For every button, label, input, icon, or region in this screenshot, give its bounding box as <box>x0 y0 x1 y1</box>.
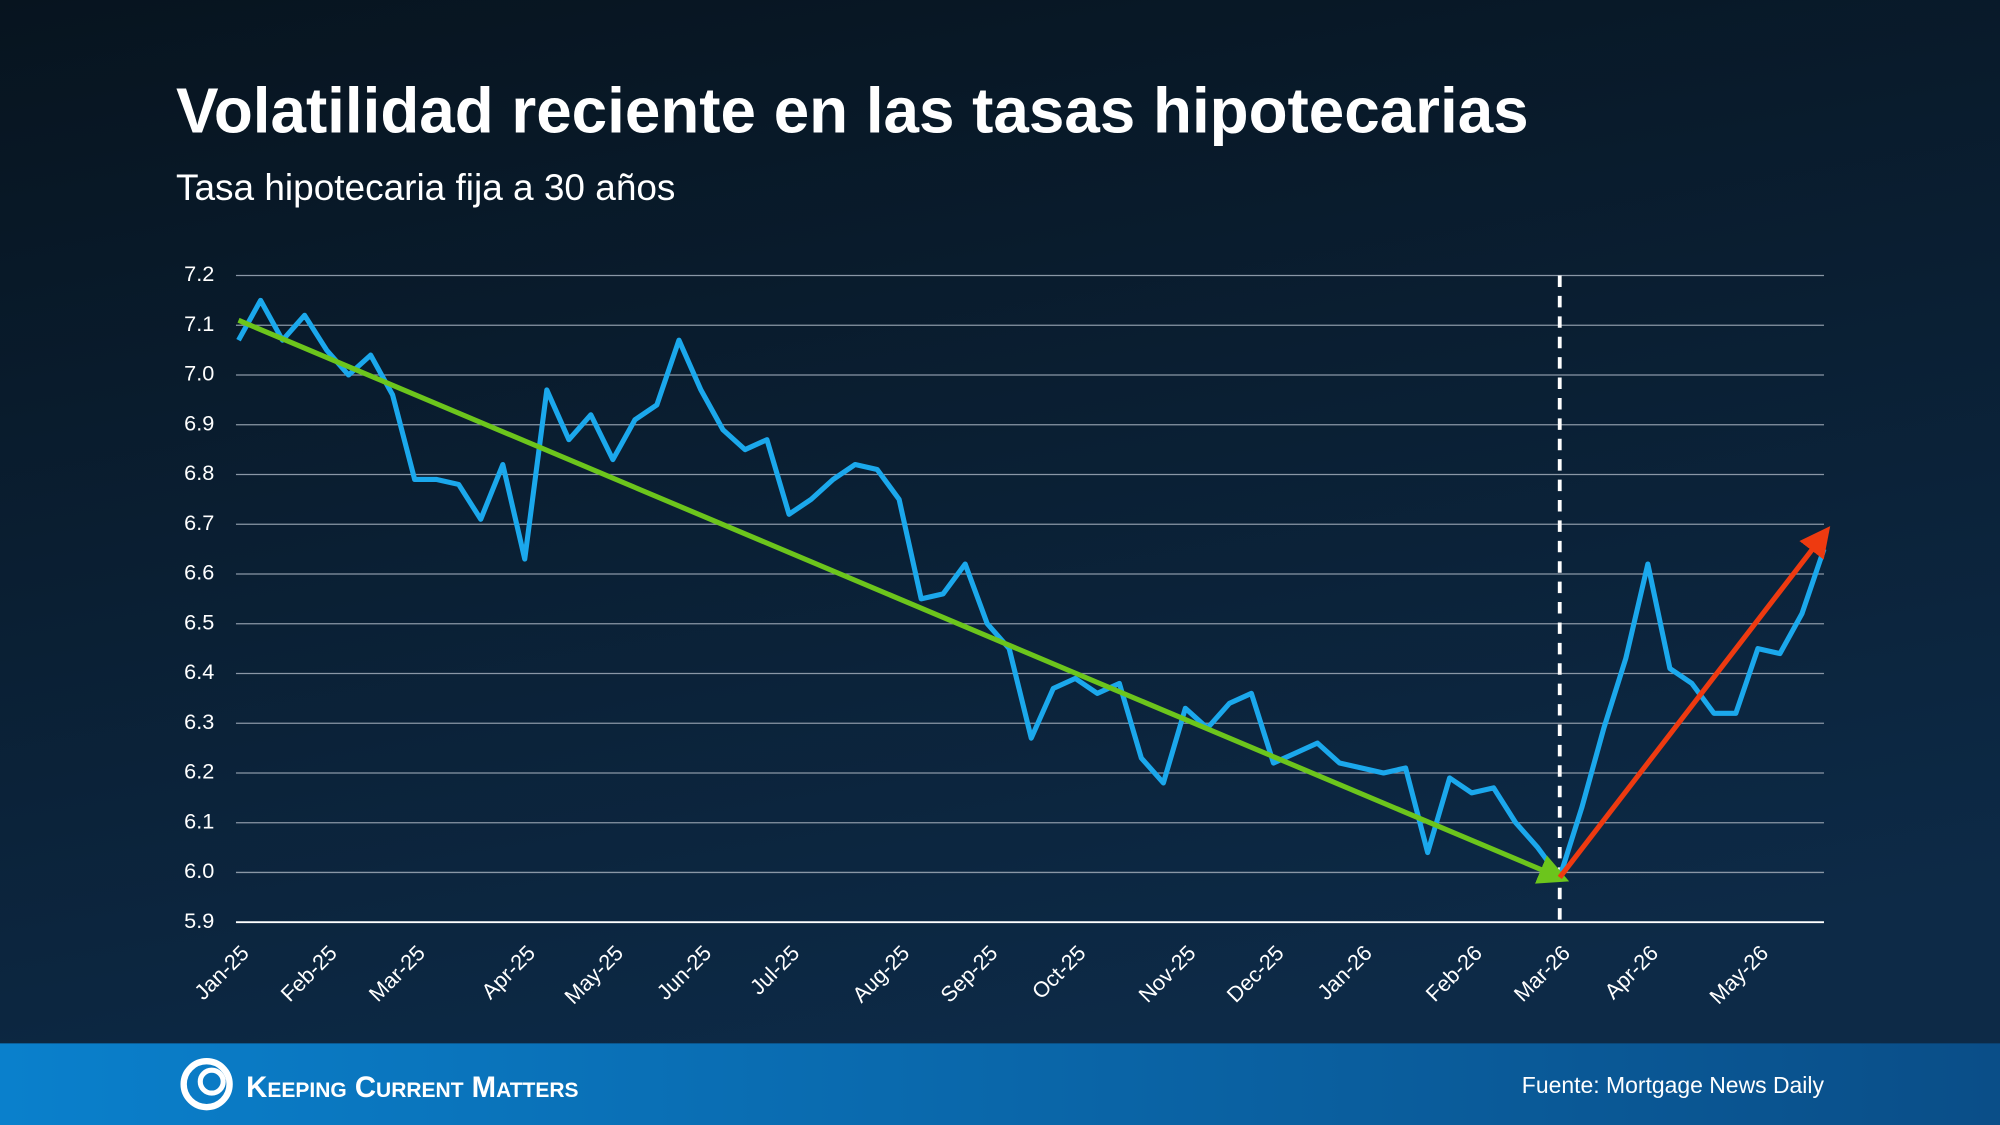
y-tick-label: 7.0 <box>184 361 214 386</box>
y-tick-label: 7.1 <box>184 311 214 336</box>
y-tick-label: 6.8 <box>184 460 214 485</box>
source: Fuente: Mortgage News Daily <box>1522 1072 1825 1098</box>
y-tick-label: 6.7 <box>184 510 214 535</box>
chart-subtitle: Tasa hipotecaria fija a 30 años <box>176 167 675 208</box>
y-tick-label: 7.2 <box>184 261 214 286</box>
y-tick-label: 6.4 <box>184 659 214 684</box>
y-tick-label: 6.6 <box>184 560 214 585</box>
y-tick-label: 6.1 <box>184 808 214 833</box>
trend-arrow <box>1557 526 1831 879</box>
y-tick-label: 6.5 <box>184 609 214 634</box>
y-tick-label: 5.9 <box>184 908 214 933</box>
trend-arrow <box>237 317 1570 884</box>
y-tick-label: 6.3 <box>184 709 214 734</box>
footer <box>0 1043 2000 1125</box>
logo <box>180 1058 233 1111</box>
chart-title: Volatilidad reciente en las tasas hipote… <box>176 75 1529 147</box>
y-tick-label: 6.9 <box>184 410 214 435</box>
y-tick-label: 6.0 <box>184 858 214 883</box>
y-tick-label: 6.2 <box>184 759 214 784</box>
brand: Keeping Current Matters <box>246 1071 578 1104</box>
